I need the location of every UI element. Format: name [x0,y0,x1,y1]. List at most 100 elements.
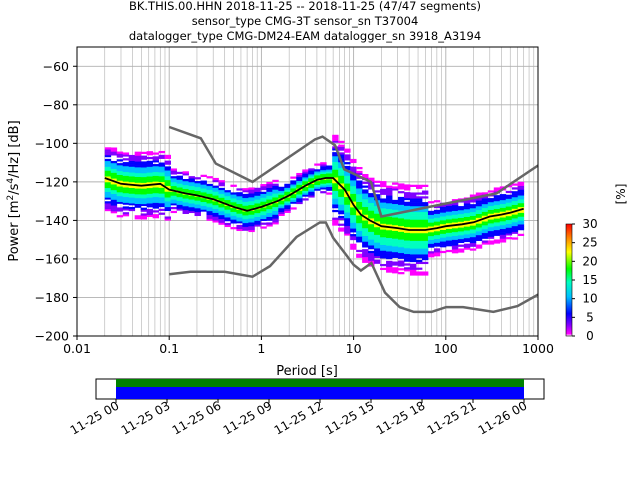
heatmap-cell [445,222,453,226]
heatmap-cell [499,232,507,235]
heatmap-cell [457,236,465,240]
heatmap-cell [505,200,513,203]
heatmap-cell [481,207,489,210]
heatmap-cell [362,175,369,179]
heatmap-cell [451,222,459,225]
heatmap-cell [421,273,429,276]
heatmap-cell [248,229,255,233]
heatmap-cell [332,194,339,197]
heatmap-cell [499,234,507,237]
heatmap-cell [469,242,477,245]
heatmap-cell [164,154,171,158]
heatmap-cell [386,256,393,260]
heatmap-cell [332,200,339,203]
heatmap-cell [236,219,243,222]
heatmap-cell [284,189,291,192]
heatmap-cell [505,227,513,230]
heatmap-cell [350,224,357,227]
heatmap-cell [445,220,453,224]
heatmap-cell [332,181,339,184]
heatmap-cell [499,194,507,197]
heatmap-cell [421,257,429,261]
psd-heatmap [104,134,525,276]
heatmap-cell [116,170,124,174]
heatmap-cell [194,204,201,207]
heatmap-cell [368,208,375,211]
heatmap-cell [116,153,124,156]
heatmap-cell [415,202,423,205]
heatmap-cell [188,179,195,183]
heatmap-cell [320,187,327,190]
heatmap-cell [409,271,417,274]
heatmap-cell [338,169,345,172]
heatmap-cell [128,201,136,204]
heatmap-cell [320,162,327,165]
heatmap-cell [182,205,189,209]
heatmap-cell [368,195,375,198]
heatmap-cell [338,202,345,205]
heatmap-cell [445,205,453,208]
heatmap-cell [260,197,267,200]
heatmap-cell [380,246,387,249]
heatmap-cell [170,180,177,183]
heatmap-cell [146,164,154,167]
heatmap-cell [451,247,459,250]
heatmap-cell [350,180,357,183]
heatmap-cell [421,211,429,214]
heatmap-cell [499,219,507,222]
heatmap-cell [404,213,411,216]
heatmap-cell [463,212,471,216]
heatmap-cell [308,185,315,188]
heatmap-cell [505,208,513,211]
heatmap-cell [380,227,387,230]
heatmap-cell [427,220,435,223]
heatmap-cell [392,230,399,233]
heatmap-cell [122,198,130,201]
heatmap-cell [338,187,345,190]
heatmap-cell [326,178,333,182]
heatmap-cell [433,209,441,213]
heatmap-cell [146,203,154,206]
heatmap-cell [445,211,453,214]
heatmap-cell [487,203,495,207]
heatmap-cell [128,164,136,167]
heatmap-cell [517,187,525,190]
heatmap-cell [188,178,195,181]
heatmap-cell [404,186,411,189]
heatmap-cell [224,192,231,195]
heatmap-cell [158,154,166,158]
heatmap-cell [427,218,435,221]
heatmap-cell [475,200,483,203]
heatmap-cell [457,250,465,253]
heatmap-cell [170,176,177,179]
heatmap-cell [433,242,441,245]
heatmap-cell [134,170,142,174]
heatmap-cell [218,191,225,194]
heatmap-cell [224,211,231,214]
heatmap-cell [206,205,213,208]
heatmap-cell [421,252,429,255]
heatmap-cell [356,207,363,210]
heatmap-cell [374,244,381,247]
heatmap-cell [409,219,417,222]
heatmap-cell [356,193,363,197]
heatmap-cell [140,165,148,168]
heatmap-cell [152,171,160,174]
heatmap-cell [266,218,273,221]
heatmap-cell [433,215,441,218]
heatmap-cell [326,192,333,195]
heatmap-cell [368,227,375,231]
heatmap-cell [409,211,417,214]
heatmap-cell [314,188,321,191]
heatmap-cell [517,220,525,223]
heatmap-cell [487,225,495,228]
heatmap-cell [499,186,507,189]
heatmap-cell [194,202,201,205]
heatmap-cell [224,193,231,197]
heatmap-cell [457,233,465,236]
heatmap-cell [344,214,351,217]
heatmap-cell [374,248,381,251]
heatmap-cell [122,165,130,169]
heatmap-cell [170,195,177,198]
heatmap-cell [212,214,219,217]
